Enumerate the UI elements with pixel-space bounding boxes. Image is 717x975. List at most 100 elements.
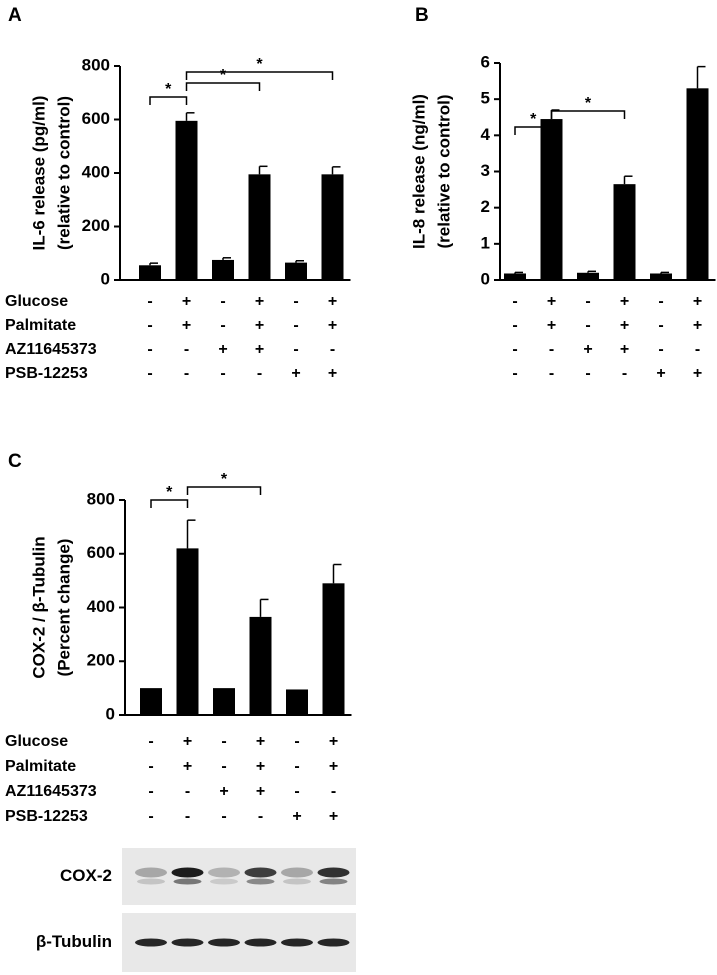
condition-symbol: - <box>658 317 663 334</box>
condition-symbol: + <box>218 341 227 358</box>
condition-symbol: + <box>219 783 228 800</box>
blot-label: β-Tubulin <box>36 932 112 951</box>
significance-bracket <box>550 110 626 119</box>
condition-symbol: - <box>293 317 298 334</box>
bar <box>286 689 308 715</box>
blot-band <box>244 867 277 878</box>
condition-symbol: - <box>695 341 700 358</box>
significance-bracket <box>185 71 334 80</box>
condition-symbol: + <box>255 317 264 334</box>
condition-symbol: + <box>620 317 629 334</box>
condition-symbol: - <box>331 783 336 800</box>
condition-symbol: + <box>291 365 300 382</box>
condition-symbol: + <box>255 341 264 358</box>
y-tick-label: 1 <box>481 233 490 252</box>
y-axis-label: (Percent change) <box>54 539 73 677</box>
condition-symbol: - <box>549 341 554 358</box>
y-tick-label: 200 <box>82 216 110 235</box>
condition-symbol: + <box>547 317 556 334</box>
y-tick-label: 200 <box>87 651 115 670</box>
condition-symbol: - <box>294 758 299 775</box>
condition-symbol: + <box>255 293 264 310</box>
condition-name: Glucose <box>5 293 68 310</box>
condition-symbol: - <box>585 365 590 382</box>
condition-name: Palmitate <box>5 758 76 775</box>
condition-symbol: - <box>258 808 263 825</box>
condition-symbol: + <box>620 293 629 310</box>
condition-symbol: - <box>184 341 189 358</box>
condition-symbol: + <box>183 733 192 750</box>
condition-symbol: + <box>328 293 337 310</box>
panel-label: A <box>8 5 22 26</box>
y-tick-label: 6 <box>481 52 490 71</box>
condition-symbol: - <box>220 293 225 310</box>
y-axis-label: COX-2 / β-Tubulin <box>29 536 48 678</box>
condition-name: PSB-12253 <box>5 808 88 825</box>
significance-bracket <box>185 82 261 91</box>
condition-symbol: - <box>585 293 590 310</box>
error-bar <box>331 166 341 175</box>
condition-symbol: + <box>256 783 265 800</box>
condition-symbol: - <box>294 783 299 800</box>
bar <box>322 583 345 715</box>
error-bar <box>259 598 269 617</box>
y-tick-label: 400 <box>87 597 115 616</box>
error-bar <box>295 259 304 263</box>
error-bar <box>587 270 596 273</box>
condition-name: AZ11645373 <box>5 783 97 800</box>
bar <box>540 119 563 280</box>
y-tick-label: 800 <box>82 55 110 74</box>
condition-symbol: - <box>185 808 190 825</box>
y-tick-label: 5 <box>481 89 490 108</box>
condition-symbol: - <box>147 341 152 358</box>
condition-symbol: + <box>329 808 338 825</box>
significance-star: * <box>585 95 592 112</box>
condition-symbol: + <box>182 293 191 310</box>
condition-symbol: - <box>293 341 298 358</box>
blot-band <box>281 938 313 947</box>
condition-symbol: - <box>148 733 153 750</box>
condition-symbol: - <box>512 317 517 334</box>
bar <box>613 184 636 280</box>
significance-star: * <box>166 484 173 501</box>
blot-band <box>171 938 204 947</box>
significance-star: * <box>256 56 263 73</box>
condition-symbol: + <box>656 365 665 382</box>
y-tick-label: 2 <box>481 197 490 216</box>
condition-symbol: + <box>583 341 592 358</box>
error-bar <box>514 271 523 274</box>
condition-symbol: + <box>183 758 192 775</box>
bar <box>321 174 344 280</box>
error-bar <box>696 65 706 89</box>
condition-symbol: + <box>693 317 702 334</box>
bar <box>504 273 526 280</box>
condition-symbol: - <box>294 733 299 750</box>
condition-symbol: + <box>329 733 338 750</box>
error-bar <box>660 271 669 274</box>
condition-symbol: + <box>292 808 301 825</box>
y-tick-label: 0 <box>106 704 115 723</box>
panel-label: B <box>415 5 429 26</box>
condition-symbol: - <box>512 365 517 382</box>
condition-symbol: - <box>221 808 226 825</box>
condition-symbol: - <box>293 293 298 310</box>
bar <box>285 262 307 280</box>
condition-name: AZ11645373 <box>5 341 97 358</box>
y-tick-label: 400 <box>82 162 110 181</box>
blot-band <box>283 878 311 885</box>
blot-band <box>135 938 167 947</box>
condition-symbol: + <box>256 733 265 750</box>
error-bar <box>332 563 342 584</box>
blot-band <box>210 878 238 885</box>
condition-name: PSB-12253 <box>5 365 88 382</box>
bar <box>140 688 162 715</box>
condition-symbol: - <box>148 783 153 800</box>
blot-label: COX-2 <box>60 866 112 885</box>
condition-name: Glucose <box>5 733 68 750</box>
condition-symbol: - <box>330 341 335 358</box>
blot-band <box>317 867 350 878</box>
y-axis-label: (relative to control) <box>434 95 453 249</box>
condition-symbol: + <box>256 758 265 775</box>
condition-symbol: - <box>147 317 152 334</box>
